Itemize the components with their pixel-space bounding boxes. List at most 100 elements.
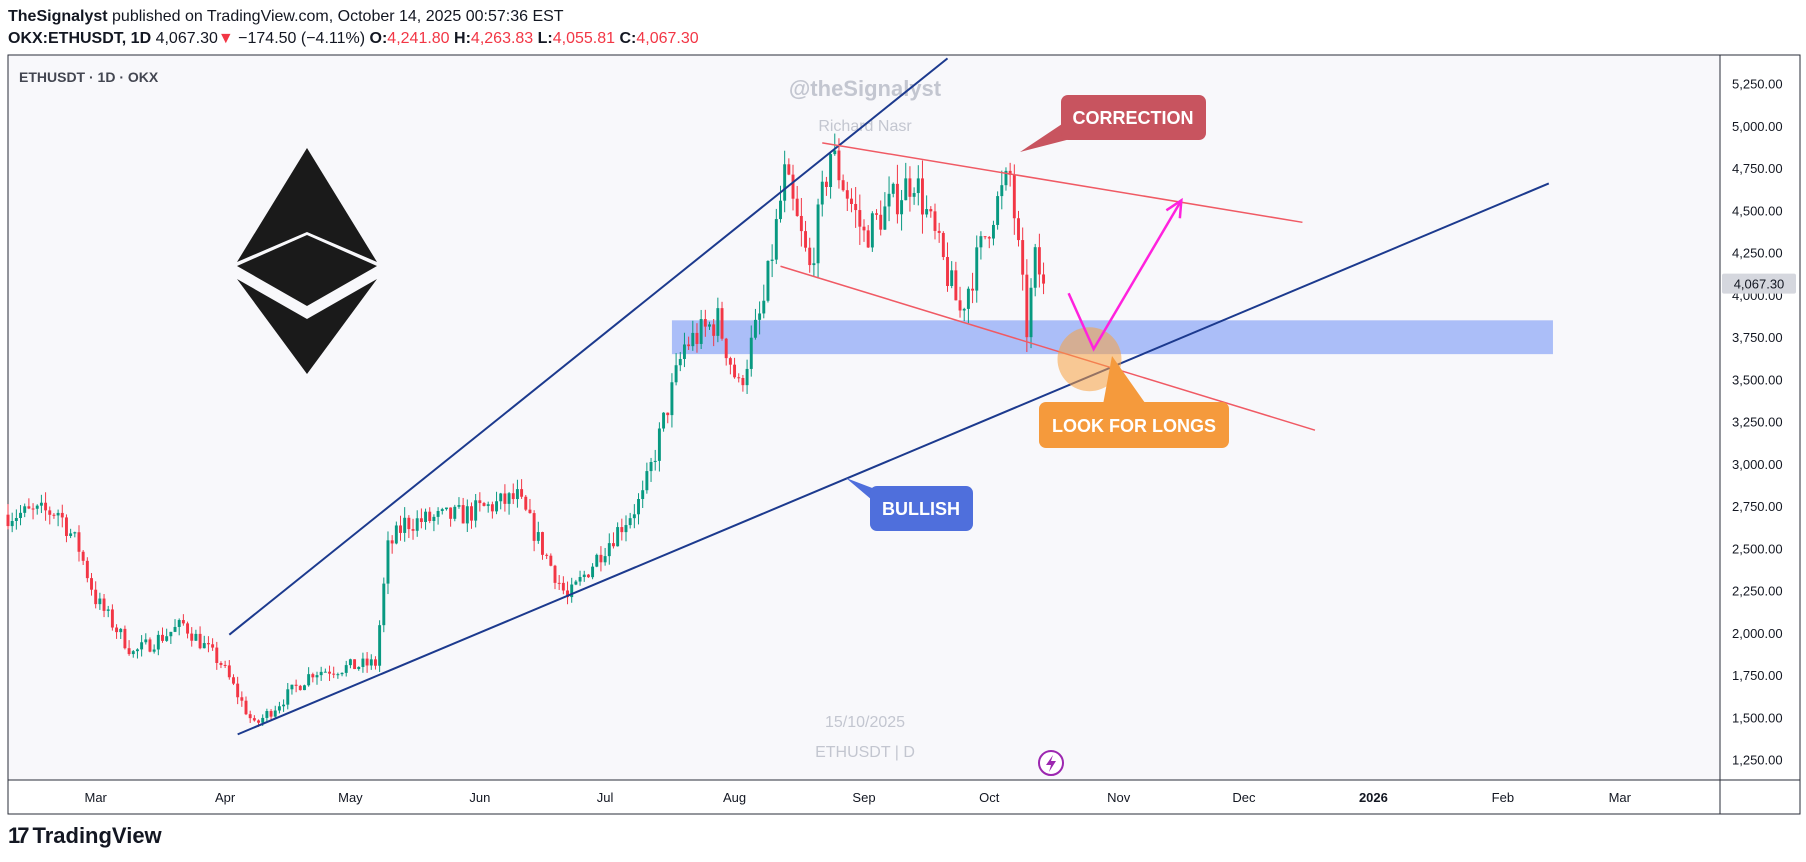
candle [273,705,277,719]
candle [27,498,31,510]
price-axis[interactable] [1719,54,1801,781]
candle [900,189,904,231]
candle [770,244,774,278]
y-tick-label: 2,500.00 [1732,541,1783,556]
publish-header: TheSignalyst published on TradingView.co… [8,6,564,28]
y-tick-label: 3,250.00 [1732,415,1783,430]
arrow-head-icon [1165,197,1183,219]
low-label: L: [537,30,553,47]
x-tick-label: Mar [1609,790,1632,805]
candle [85,557,89,583]
candle [720,301,724,341]
candle [979,231,983,260]
candle [23,503,27,518]
candle [269,709,273,721]
candle [645,462,649,494]
candle [991,220,995,246]
candle [599,546,603,572]
candle [1042,262,1046,295]
candle [657,422,661,472]
candle [294,679,298,693]
candle [520,479,524,499]
y-tick-label: 2,000.00 [1732,626,1783,641]
time-axis[interactable] [7,779,1721,815]
chart-pane[interactable] [7,54,1721,781]
y-tick-label: 4,250.00 [1732,246,1783,261]
candle [190,627,194,647]
y-tick-label: 1,500.00 [1732,710,1783,725]
candle [566,581,569,605]
candle [528,498,532,514]
candle [515,479,519,508]
candle [829,153,833,199]
candle [244,696,248,716]
x-tick-label: Jun [469,790,490,805]
projection-arrow[interactable] [1067,199,1183,352]
candle [386,531,390,595]
candle [407,515,411,539]
candle [887,176,891,222]
candle [733,357,737,379]
candle [561,576,565,595]
author-name[interactable]: TheSignalyst [8,8,108,25]
candle [348,658,352,669]
x-tick-label: Apr [215,790,236,805]
candle [165,628,169,642]
y-tick-label: 5,000.00 [1732,119,1783,134]
look-for-longs-callout[interactable]: LOOK FOR LONGS [1039,356,1229,448]
candle [177,618,181,636]
lightning-icon[interactable] [1038,750,1064,776]
candle [879,200,883,236]
candle [1025,259,1029,352]
candle [77,525,81,562]
candle [173,619,177,633]
candle [10,512,14,533]
candle [674,353,678,386]
candle [102,594,106,618]
focus-circle[interactable] [1057,327,1122,392]
open-value: 4,241.80 [387,30,450,47]
candle [866,225,870,248]
bullish-callout[interactable]: BULLISH [846,478,973,531]
tradingview-brand[interactable]: 17 TradingView [8,823,162,849]
bullish-trendline[interactable] [237,182,1550,736]
correction-upper-line[interactable] [822,142,1303,224]
candle [895,164,899,224]
candle [131,650,135,658]
candle [904,162,908,201]
x-tick-label: Jul [597,790,614,805]
x-axis-ticks: Mar Apr May Jun Jul Aug Sep Oct Nov Dec 2026 Feb Mar [84,790,1631,805]
candle [883,192,887,230]
candle [31,503,35,520]
candle [578,570,582,586]
candle [603,547,607,566]
candle [470,502,473,529]
candle [799,198,803,247]
candle [465,499,469,533]
candle [390,535,394,554]
candle [758,301,762,335]
correction-lower-line[interactable] [780,265,1316,431]
candle [582,570,586,582]
candle [749,325,753,377]
candle [753,308,757,340]
last-price-tag: 4,067.30 [1722,273,1796,294]
candle [925,195,929,218]
x-tick-label: Aug [723,790,746,805]
candle [653,449,657,471]
upper-channel-line[interactable] [228,57,949,636]
candle [628,512,632,529]
candle [369,654,373,670]
candle [336,672,340,679]
candle [311,672,315,683]
look-for-longs-label: LOOK FOR LONGS [1052,416,1216,436]
correction-callout[interactable]: CORRECTION [1020,95,1206,152]
candle [290,684,294,695]
candle [787,158,791,176]
candle [996,191,1000,230]
high-value: 4,263.83 [470,30,534,47]
candle [607,533,611,565]
x-tick-label: Nov [1107,790,1131,805]
x-tick-label: Oct [979,790,1000,805]
